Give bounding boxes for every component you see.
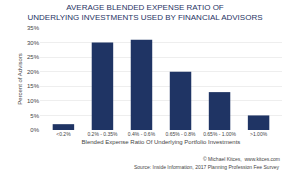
svg-text:Blended Expense Ratio Of Under: Blended Expense Ratio Of Underlying Port… xyxy=(82,139,241,145)
svg-text:10%: 10% xyxy=(27,98,40,104)
svg-text:25%: 25% xyxy=(27,54,40,60)
svg-text:0.65% - 0.8%: 0.65% - 0.8% xyxy=(166,131,197,137)
svg-text:0.2% - 0.35%: 0.2% - 0.35% xyxy=(87,131,118,137)
svg-text:35%: 35% xyxy=(27,25,40,31)
svg-text:>1.00%: >1.00% xyxy=(250,131,268,137)
svg-text:© Michael Kitces, www.kitces.: © Michael Kitces, www.kitces.com xyxy=(203,156,280,162)
svg-text:5%: 5% xyxy=(30,113,39,119)
svg-text:<0.2%: <0.2% xyxy=(56,131,71,137)
svg-text:0.65% - 1.00%: 0.65% - 1.00% xyxy=(203,131,236,137)
svg-text:0.4% - 0.6%: 0.4% - 0.6% xyxy=(128,131,156,137)
svg-text:20%: 20% xyxy=(27,69,40,75)
svg-text:15%: 15% xyxy=(27,83,40,89)
svg-text:Source: Inside Information, 20: Source: Inside Information, 2017 Plannin… xyxy=(134,164,280,170)
svg-text:Percent of Advisors: Percent of Advisors xyxy=(17,53,23,105)
svg-text:AVERAGE BLENDED EXPENSE RATIO: AVERAGE BLENDED EXPENSE RATIO OFUNDERLYI… xyxy=(27,3,262,22)
svg-text:30%: 30% xyxy=(27,40,40,46)
svg-text:0%: 0% xyxy=(30,127,39,133)
